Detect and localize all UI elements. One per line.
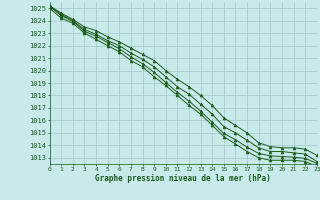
X-axis label: Graphe pression niveau de la mer (hPa): Graphe pression niveau de la mer (hPa): [95, 174, 271, 183]
